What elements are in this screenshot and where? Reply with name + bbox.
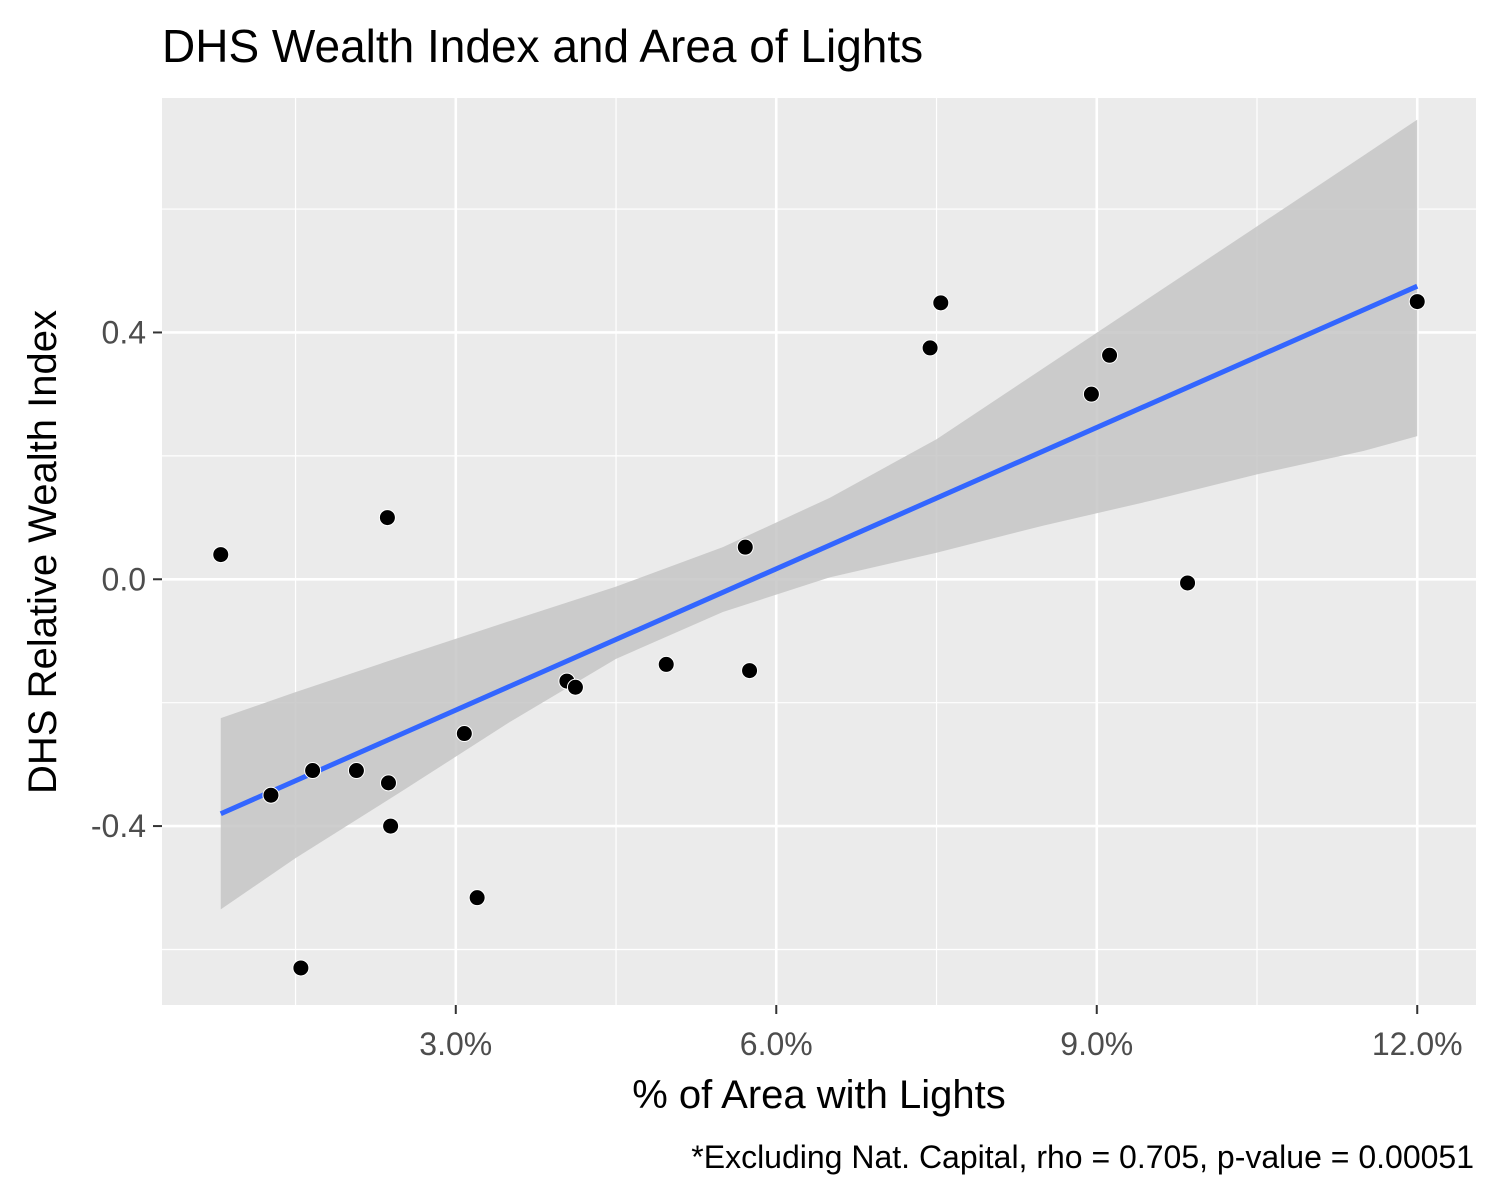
x-axis-title: % of Area with Lights <box>632 1073 1006 1117</box>
trend-line <box>219 283 1419 817</box>
data-points <box>212 293 1426 977</box>
y-tick-label: 0.4 <box>102 314 146 350</box>
data-point <box>455 725 473 743</box>
data-point <box>932 294 950 312</box>
chart-caption: *Excluding Nat. Capital, rho = 0.705, p-… <box>691 1139 1474 1175</box>
x-tick-label: 6.0% <box>740 1026 813 1062</box>
data-point <box>468 889 486 907</box>
data-point <box>378 509 396 527</box>
y-axis-ticks: -0.4 0.0 0.4 <box>91 314 162 844</box>
y-axis-title: DHS Relative Wealth Index <box>21 310 65 794</box>
data-point <box>921 339 939 357</box>
data-point <box>1101 346 1119 364</box>
data-point <box>292 959 310 977</box>
data-point <box>741 662 759 680</box>
chart-title: DHS Wealth Index and Area of Lights <box>162 20 923 72</box>
data-point <box>1179 574 1197 592</box>
data-point <box>566 678 584 696</box>
x-tick-label: 9.0% <box>1060 1026 1133 1062</box>
data-point <box>1408 293 1426 311</box>
data-point <box>262 786 280 804</box>
y-tick-label: -0.4 <box>91 808 146 844</box>
x-tick-label: 3.0% <box>419 1026 492 1062</box>
data-point <box>347 762 365 780</box>
trend-line-layer <box>219 283 1419 817</box>
data-point <box>379 774 397 792</box>
data-point <box>212 546 230 564</box>
data-point <box>382 817 400 835</box>
data-point <box>736 538 754 556</box>
data-point <box>1082 385 1100 403</box>
confidence-band <box>220 119 1418 910</box>
y-tick-label: 0.0 <box>102 561 146 597</box>
x-axis-ticks: 3.0% 6.0% 9.0% 12.0% <box>419 1005 1463 1062</box>
confidence-band-layer <box>220 119 1418 910</box>
x-tick-label: 12.0% <box>1372 1026 1463 1062</box>
data-point <box>657 655 675 673</box>
data-point <box>304 762 322 780</box>
